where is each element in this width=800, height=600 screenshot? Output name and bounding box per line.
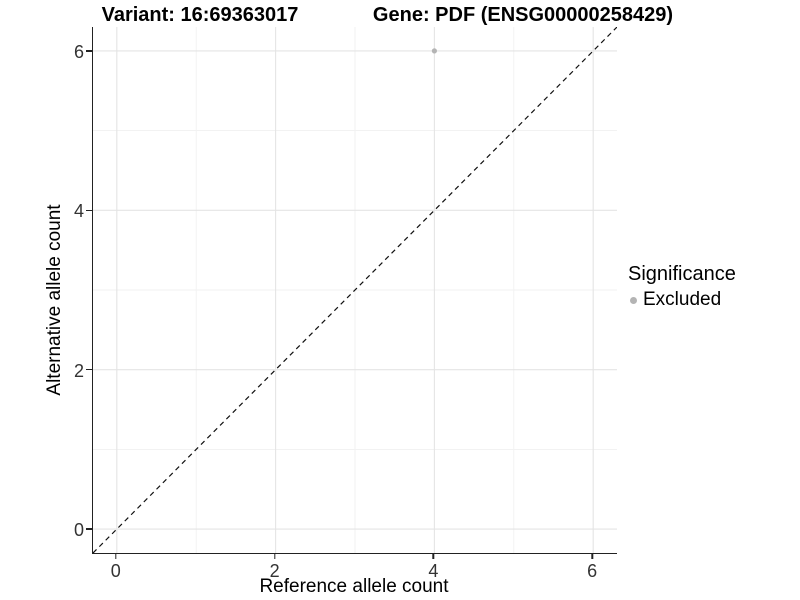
gene-title: Gene: PDF (ENSG00000258429) [372,4,674,26]
y-tick-mark [86,368,92,371]
y-tick-label: 2 [73,360,84,381]
legend-entry-excluded: Excluded [628,289,736,311]
y-tick-label: 6 [73,41,84,62]
y-tick-label: 4 [73,201,84,222]
x-tick-label: 4 [428,561,439,581]
plot-canvas [93,27,617,553]
x-tick-label: 2 [269,561,280,581]
y-axis-title: Alternative allele count [44,204,65,396]
legend-entry-label: Excluded [643,289,722,310]
y-tick-mark [86,50,92,52]
plot-panel [92,27,617,554]
x-tick-mark [432,553,435,559]
identity-line [93,27,617,553]
y-tick-label: 0 [73,520,84,541]
legend-title: Significance [628,263,736,285]
x-tick-mark [115,553,117,559]
variant-title: Variant: 16:69363017 [101,4,299,26]
y-tick-mark [86,209,92,211]
excluded-marker-icon [630,296,637,304]
x-tick-label: 0 [110,561,121,581]
x-tick-mark [273,553,276,559]
x-tick-mark [591,553,593,559]
x-tick-label: 6 [587,561,598,581]
y-tick-mark [86,528,92,530]
legend: Significance Excluded [628,263,736,311]
data-point [431,48,437,54]
x-axis-title: Reference allele count [259,576,449,597]
